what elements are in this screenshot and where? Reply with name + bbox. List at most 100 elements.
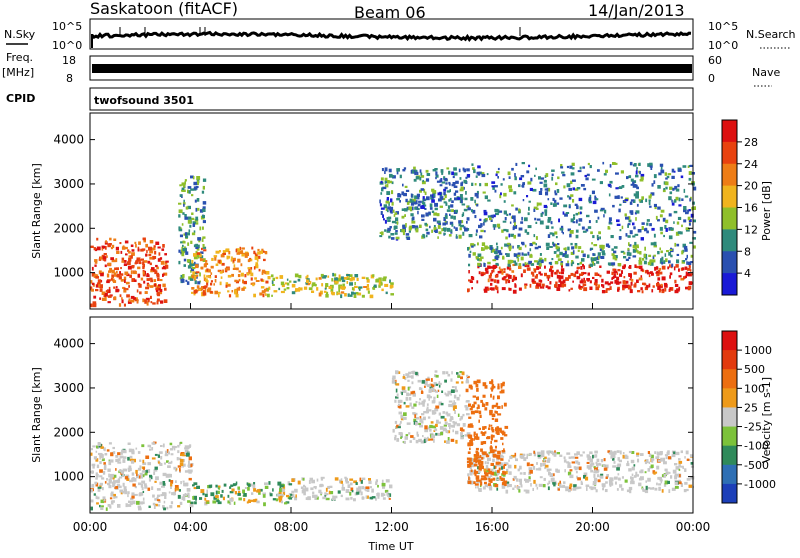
range-cell: [688, 484, 693, 488]
range-cell: [473, 401, 477, 405]
range-cell: [475, 256, 478, 259]
range-cell: [646, 222, 649, 226]
range-cell: [263, 502, 266, 507]
range-cell: [99, 461, 102, 465]
range-cell: [524, 264, 527, 268]
range-cell: [387, 494, 390, 498]
range-cell: [644, 459, 647, 463]
range-cell: [191, 194, 194, 197]
range-cell: [600, 207, 605, 210]
range-cell: [244, 487, 247, 489]
range-cell: [602, 464, 606, 467]
range-cell: [431, 384, 435, 388]
range-cell: [608, 193, 611, 197]
range-cell: [485, 465, 489, 468]
range-cell: [95, 450, 98, 453]
range-cell: [624, 454, 628, 457]
range-cell: [101, 505, 104, 508]
range-cell: [113, 272, 116, 276]
range-cell: [414, 414, 417, 419]
range-cell: [664, 284, 668, 288]
range-cell: [536, 207, 539, 210]
range-cell: [590, 231, 593, 235]
range-cell: [499, 429, 502, 433]
range-cell: [147, 283, 150, 287]
range-cell: [462, 413, 465, 417]
range-cell: [649, 193, 652, 198]
x-tick-label: 08:00: [274, 520, 309, 534]
range-cell: [664, 172, 667, 176]
range-cell: [328, 490, 331, 495]
range-cell: [632, 249, 636, 253]
range-cell: [279, 275, 284, 279]
range-cell: [617, 473, 620, 476]
range-cell: [203, 274, 206, 279]
range-cell: [547, 486, 550, 491]
range-cell: [579, 261, 583, 265]
range-cell: [256, 500, 260, 504]
range-cell: [170, 453, 174, 456]
range-cell: [505, 489, 509, 494]
range-cell: [375, 481, 378, 485]
range-cell: [674, 284, 679, 287]
range-cell: [657, 185, 661, 189]
range-cell: [628, 256, 631, 260]
range-cell: [609, 452, 612, 455]
range-cell: [435, 423, 438, 427]
range-cell: [137, 248, 140, 252]
range-cell: [327, 485, 330, 489]
range-cell: [259, 292, 263, 296]
range-cell: [202, 178, 207, 182]
range-cell: [508, 176, 511, 179]
range-cell: [215, 484, 218, 488]
range-cell: [433, 212, 438, 216]
range-cell: [579, 273, 583, 276]
range-cell: [391, 175, 394, 178]
range-cell: [448, 403, 452, 408]
range-cell: [394, 232, 398, 235]
nave-tick-bottom: 0: [708, 72, 715, 85]
station-title: Saskatoon (fitACF): [90, 0, 238, 18]
range-cell: [432, 384, 436, 387]
range-cell: [667, 266, 670, 270]
range-cell: [501, 229, 504, 233]
range-cell: [485, 469, 490, 473]
range-cell: [630, 183, 634, 186]
range-cell: [164, 253, 167, 256]
range-cell: [494, 285, 498, 290]
range-cell: [544, 179, 547, 183]
range-cell: [481, 457, 484, 460]
range-cell: [481, 403, 486, 407]
range-cell: [474, 472, 477, 477]
range-cell: [336, 292, 341, 295]
range-cell: [272, 498, 277, 501]
range-cell: [663, 234, 665, 238]
range-cell: [652, 255, 655, 259]
range-cell: [315, 277, 318, 281]
range-cell: [112, 477, 115, 480]
range-cell: [556, 247, 560, 252]
range-cell: [501, 473, 505, 476]
range-cell: [406, 422, 411, 425]
range-cell: [260, 250, 263, 254]
range-cell: [478, 465, 481, 469]
range-cell: [271, 280, 274, 284]
range-cell: [124, 240, 129, 244]
range-cell: [262, 494, 266, 498]
range-cell: [129, 502, 133, 506]
range-cell: [482, 191, 486, 194]
range-cell: [124, 271, 129, 276]
range-cell: [523, 489, 528, 492]
range-cell: [535, 167, 537, 171]
range-cell: [178, 249, 181, 253]
range-cell: [491, 248, 496, 253]
range-cell: [390, 293, 394, 296]
range-cell: [653, 244, 657, 248]
range-cell: [614, 195, 618, 199]
range-cell: [91, 288, 94, 292]
range-cell: [484, 431, 487, 434]
range-cell: [193, 255, 198, 260]
range-cell: [141, 248, 146, 251]
range-cell: [156, 266, 159, 270]
range-cell: [688, 177, 692, 181]
